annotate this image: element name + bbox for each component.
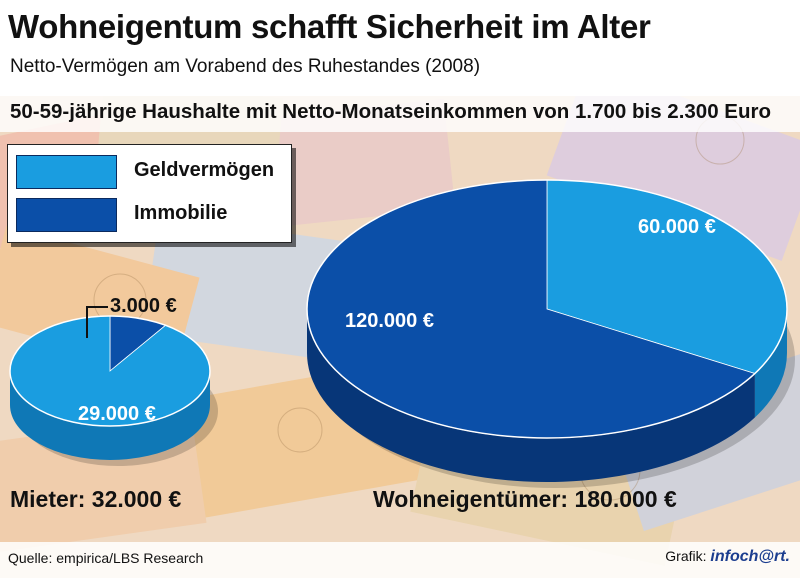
callout-line — [86, 306, 108, 338]
pie-rim-eigentuemer — [306, 179, 788, 439]
pie-mieter — [9, 315, 218, 466]
chart-subtitle: Netto-Vermögen am Vorabend des Ruhestand… — [10, 56, 481, 77]
pie-side-mieter — [10, 371, 210, 460]
header-band — [0, 0, 800, 96]
infochart-logo: infoch@rt. — [710, 548, 790, 565]
slice-label-eigentuemer-geldvermoegen: 60.000 € — [638, 216, 716, 238]
legend-label-geldvermoegen: Geldvermögen — [134, 159, 275, 181]
legend-label-immobilie: Immobilie — [134, 202, 228, 224]
pie-rim-mieter — [9, 315, 211, 427]
legend-swatch-geldvermoegen — [16, 155, 117, 189]
chart-title: Wohneigentum schafft Sicherheit im Alter — [8, 8, 651, 45]
subhead-band — [0, 96, 800, 132]
legend-swatch-immobilie — [16, 198, 117, 232]
legend: Geldvermögen Immobilie — [7, 144, 292, 243]
pie-eigentuemer — [306, 179, 795, 488]
footer-band — [0, 542, 800, 578]
graphic-credit: Grafik: infoch@rt. — [665, 548, 790, 566]
total-label-eigentuemer: Wohneigentümer: 180.000 € — [373, 486, 677, 512]
credit-prefix: Grafik: — [665, 548, 707, 564]
chart-subhead: 50-59-jährige Haushalte mit Netto-Monats… — [10, 100, 772, 123]
slice-label-mieter-immobilie: 3.000 € — [110, 295, 177, 317]
total-label-mieter: Mieter: 32.000 € — [10, 486, 182, 512]
source-note: Quelle: empirica/LBS Research — [8, 550, 204, 566]
slice-label-mieter-geldvermoegen: 29.000 € — [78, 403, 156, 425]
pie-side-eigentuemer — [307, 309, 755, 482]
pie-side-eigentuemer — [754, 309, 787, 418]
slice-label-eigentuemer-immobilie: 120.000 € — [345, 310, 434, 332]
